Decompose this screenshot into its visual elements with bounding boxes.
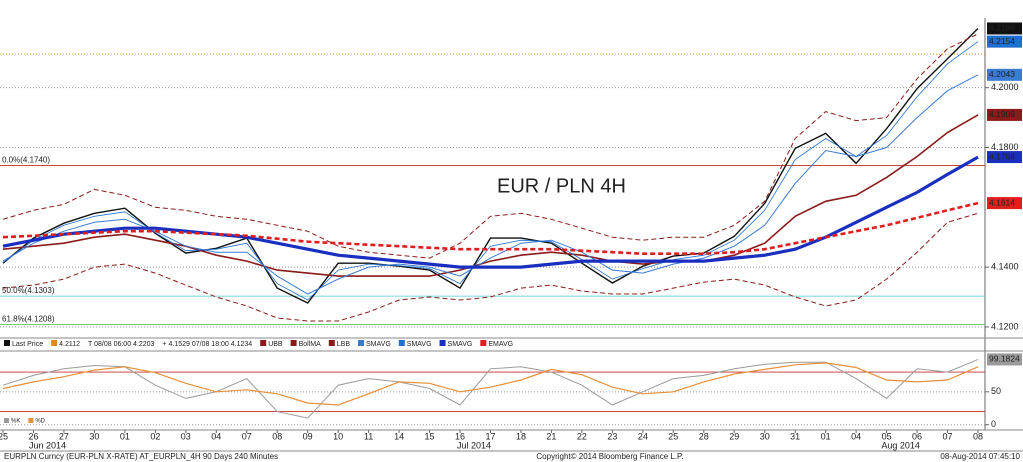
legend-label: SMAVG bbox=[366, 341, 391, 348]
x-tick-label: 06 bbox=[912, 431, 922, 441]
series-line bbox=[2, 41, 979, 301]
legend-label: BollMA bbox=[299, 341, 322, 348]
y-tick-label: 4.1200 bbox=[991, 321, 1019, 331]
x-tick-label: 25 bbox=[0, 431, 8, 441]
series-line bbox=[2, 33, 979, 259]
price-tag bbox=[987, 197, 1022, 210]
price-tag-label: 4.2198 bbox=[989, 23, 1015, 33]
x-tick-label: 22 bbox=[577, 431, 587, 441]
price-tag-label: 4.1768 bbox=[989, 151, 1015, 161]
legend-info: + 4.1529 07/08 18:00 4.1234 bbox=[162, 341, 252, 348]
series-line bbox=[2, 201, 979, 255]
y-tick-label: 50 bbox=[991, 386, 1001, 396]
price-tag-label: 4.2154 bbox=[989, 36, 1015, 46]
legend-info: 4.2112 bbox=[59, 341, 80, 348]
legend-swatch bbox=[328, 340, 335, 346]
legend-label: Last Price bbox=[12, 341, 43, 348]
price-tag bbox=[987, 108, 1022, 121]
x-tick-label: 03 bbox=[181, 431, 191, 441]
price-tag bbox=[987, 35, 1022, 48]
series-line bbox=[2, 362, 979, 406]
x-tick-label: 26 bbox=[28, 431, 38, 441]
legend-swatch bbox=[4, 418, 9, 423]
x-tick-label: 01 bbox=[120, 431, 130, 441]
price-tag bbox=[987, 151, 1022, 164]
legend-swatch bbox=[439, 340, 446, 346]
price-tag bbox=[987, 353, 1022, 366]
x-tick-label: 07 bbox=[242, 431, 252, 441]
x-tick-label: 15 bbox=[425, 431, 435, 441]
price-tag-label: 4.1909 bbox=[989, 109, 1015, 119]
x-tick-label: 05 bbox=[882, 431, 892, 441]
legend-swatch bbox=[358, 340, 365, 346]
series-line bbox=[2, 358, 979, 419]
series-line bbox=[2, 74, 979, 295]
x-tick-label: 02 bbox=[150, 431, 160, 441]
x-tick-label: 24 bbox=[638, 431, 648, 441]
legend-label: LBB bbox=[337, 341, 351, 348]
legend-swatch bbox=[290, 340, 297, 346]
y-tick-label: 0 bbox=[991, 419, 996, 429]
x-tick-label: 21 bbox=[546, 431, 556, 441]
legend-swatch bbox=[4, 340, 10, 346]
legend-label: EMAVG bbox=[488, 341, 513, 348]
series-line bbox=[2, 114, 979, 277]
month-label: Aug 2014 bbox=[881, 440, 920, 450]
chart-title: EUR / PLN 4H bbox=[497, 175, 626, 197]
legend-swatch bbox=[51, 340, 58, 346]
x-tick-label: 08 bbox=[272, 431, 282, 441]
y-tick-label: 4.1800 bbox=[991, 142, 1019, 152]
price-tag-label: 4.1614 bbox=[989, 197, 1015, 207]
x-tick-label: 09 bbox=[303, 431, 313, 441]
legend-label: %K bbox=[11, 419, 20, 425]
legend-label: SMAVG bbox=[407, 341, 432, 348]
price-tag-label: 99.1824 bbox=[989, 354, 1020, 364]
legend-info: T 08/08 06:00 4.2203 bbox=[88, 341, 155, 348]
x-tick-label: 25 bbox=[668, 431, 678, 441]
footer-left: EURPLN Curncy (EUR-PLN X-RATE) AT_EURPLN… bbox=[4, 452, 278, 461]
x-tick-label: 11 bbox=[364, 431, 373, 441]
x-tick-label: 04 bbox=[211, 431, 221, 441]
level-label: 50.0%(4.1303) bbox=[2, 286, 55, 295]
x-tick-label: 18 bbox=[516, 431, 526, 441]
month-label: Jul 2014 bbox=[457, 440, 491, 450]
x-tick-label: 08 bbox=[973, 431, 983, 441]
series-line bbox=[2, 28, 979, 304]
x-tick-label: 27 bbox=[59, 431, 69, 441]
legend-swatch bbox=[260, 340, 267, 346]
legend-swatch bbox=[28, 418, 34, 423]
y-tick-label: 4.1400 bbox=[991, 261, 1019, 271]
level-label: 61.8%(4.1208) bbox=[2, 315, 55, 324]
level-label: 0.0%(4.1740) bbox=[2, 156, 50, 165]
price-tag bbox=[987, 68, 1022, 81]
x-tick-label: 10 bbox=[333, 431, 343, 441]
legend-label: %D bbox=[35, 419, 45, 425]
legend-label: SMAVG bbox=[448, 341, 473, 348]
series-line bbox=[2, 155, 979, 269]
footer-center: Copyright© 2014 Bloomberg Finance L.P. bbox=[536, 452, 683, 461]
x-tick-label: 01 bbox=[821, 431, 831, 441]
legend-swatch bbox=[398, 340, 405, 346]
y-tick-label: 4.2000 bbox=[991, 82, 1019, 92]
month-label: Jun 2014 bbox=[29, 440, 66, 450]
x-tick-label: 23 bbox=[607, 431, 617, 441]
price-tag-label: 4.2043 bbox=[989, 69, 1015, 79]
series-line bbox=[2, 212, 979, 322]
x-tick-label: 28 bbox=[699, 431, 709, 441]
footer-right: 08-Aug-2014 07:45:10 bbox=[940, 452, 1020, 461]
x-tick-label: 30 bbox=[760, 431, 770, 441]
x-tick-label: 29 bbox=[729, 431, 739, 441]
legend-swatch bbox=[480, 340, 487, 346]
legend-label: UBB bbox=[268, 341, 283, 348]
x-tick-label: 31 bbox=[790, 431, 800, 441]
x-tick-label: 30 bbox=[89, 431, 99, 441]
x-tick-label: 16 bbox=[455, 431, 465, 441]
x-tick-label: 14 bbox=[394, 431, 404, 441]
x-tick-label: 07 bbox=[943, 431, 953, 441]
x-tick-label: 04 bbox=[851, 431, 861, 441]
price-tag bbox=[987, 22, 1022, 35]
x-tick-label: 17 bbox=[485, 431, 495, 441]
